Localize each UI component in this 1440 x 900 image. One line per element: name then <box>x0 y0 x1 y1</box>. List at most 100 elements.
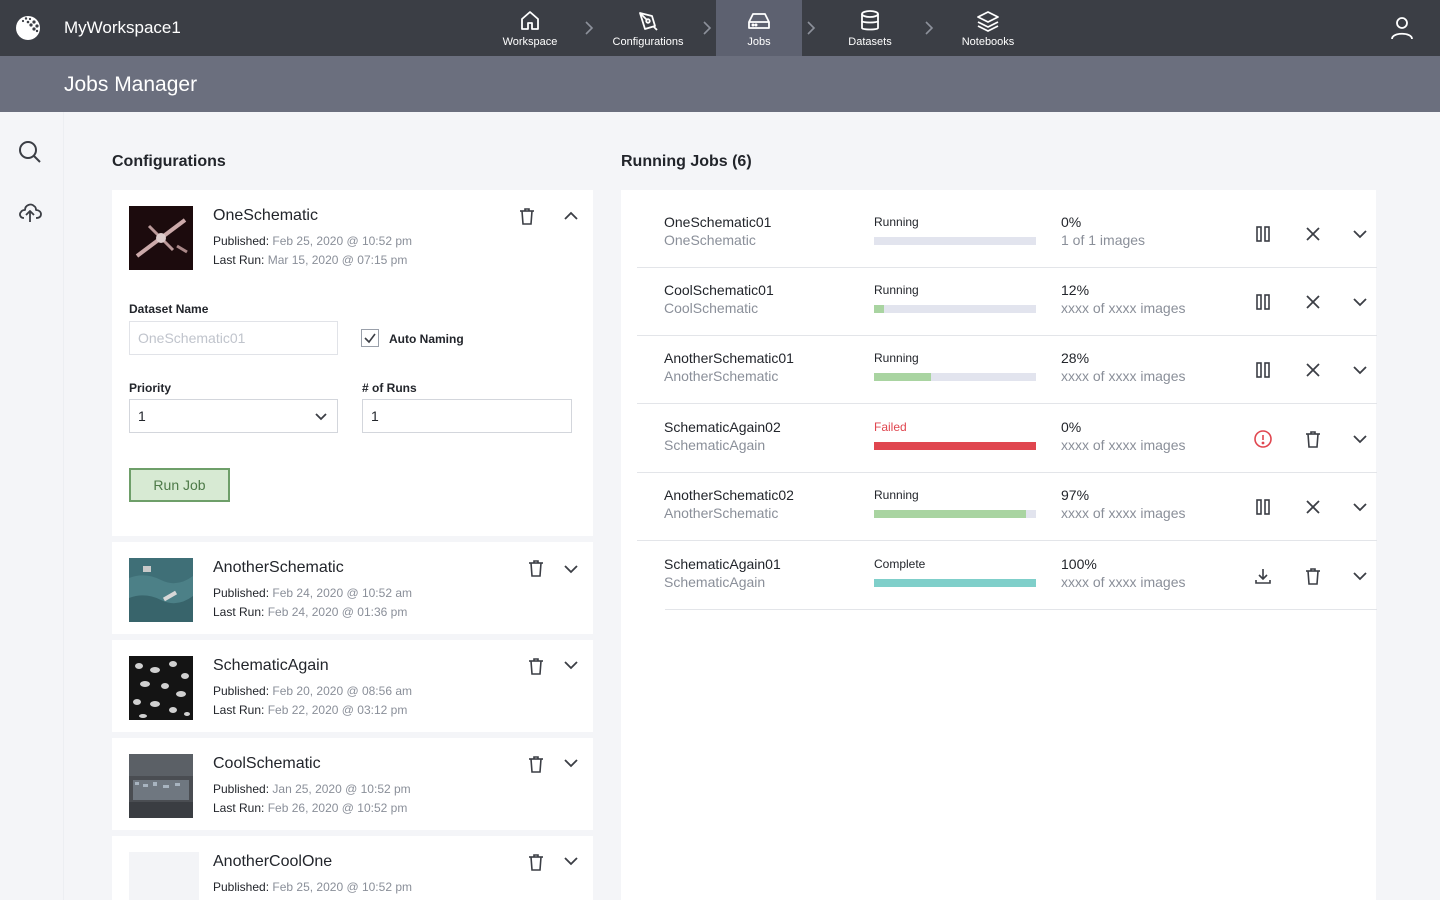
nav-workspace-label: Workspace <box>502 35 558 48</box>
running-jobs-panel: OneSchematic01 OneSchematic Running 0% 1 of … <box>621 190 1377 900</box>
job-row[interactable]: SchematicAgain02 SchematicAgain Failed 0% xx… <box>637 405 1377 473</box>
nav-datasets[interactable]: Datasets <box>820 0 920 56</box>
info-alert-icon[interactable] <box>1253 429 1273 449</box>
nav-jobs[interactable]: Jobs <box>716 0 802 56</box>
layers-icon <box>977 10 999 32</box>
job-progress-fill <box>874 305 884 313</box>
download-icon[interactable] <box>1253 566 1273 586</box>
job-name[interactable]: CoolSchematic01 <box>664 282 774 298</box>
close-icon[interactable] <box>1303 292 1323 312</box>
job-config-name: SchematicAgain <box>664 574 766 590</box>
dataset-name-input[interactable] <box>129 321 338 355</box>
config-name[interactable]: OneSchematic <box>213 207 318 224</box>
trash-icon[interactable] <box>517 206 537 226</box>
config-last-run: Last Run: Mar 15, 2020 @ 07:15 pm <box>213 253 408 267</box>
job-progress-fill <box>874 510 1027 518</box>
run-job-button[interactable]: Run Job <box>129 468 230 502</box>
config-published: Published: Feb 25, 2020 @ 10:52 pm <box>213 234 412 248</box>
config-last-run: Last Run: Feb 26, 2020 @ 10:52 pm <box>213 801 408 815</box>
home-icon <box>521 10 539 30</box>
job-status: Failed <box>874 420 907 434</box>
trash-icon[interactable] <box>526 558 546 578</box>
pause-icon[interactable] <box>1253 224 1273 244</box>
job-row[interactable]: SchematicAgain01 SchematicAgain Complete 10… <box>664 542 1377 610</box>
search-icon[interactable] <box>17 139 43 165</box>
job-config-name: OneSchematic <box>664 232 756 248</box>
config-card-oneschematic: OneSchematic Published: Feb 25, 2020 @ 1… <box>112 190 593 536</box>
close-icon[interactable] <box>1303 360 1323 380</box>
job-progress-fill <box>874 373 931 381</box>
chevron-down-icon <box>315 413 327 421</box>
job-row[interactable]: AnotherSchematic02 AnotherSchematic Runnin… <box>637 473 1377 541</box>
job-config-name: AnotherSchematic <box>664 505 779 521</box>
auto-naming-label: Auto Naming <box>389 332 464 346</box>
nav-notebooks-label: Notebooks <box>961 35 1015 48</box>
workspace-name[interactable]: MyWorkspace1 <box>64 18 181 37</box>
chevron-down-icon[interactable] <box>561 851 581 871</box>
close-icon[interactable] <box>1303 224 1323 244</box>
chevron-right-icon <box>802 0 820 56</box>
job-name[interactable]: AnotherSchematic02 <box>664 487 794 503</box>
job-row[interactable]: OneSchematic01 OneSchematic Running 0% 1 of … <box>637 200 1377 268</box>
job-progress-fill <box>874 579 1036 587</box>
trash-icon[interactable] <box>526 852 546 872</box>
nav-workspace[interactable]: Workspace <box>480 0 580 56</box>
job-config-name: SchematicAgain <box>664 437 766 453</box>
job-name[interactable]: SchematicAgain01 <box>664 556 781 572</box>
job-image-count: xxxx of xxxx images <box>1061 437 1186 453</box>
job-percent: 0% <box>1061 214 1082 230</box>
runs-input[interactable] <box>362 399 572 433</box>
job-status: Complete <box>874 557 926 571</box>
chevron-down-icon[interactable] <box>1350 292 1370 312</box>
chevron-right-icon <box>580 0 598 56</box>
job-row[interactable]: AnotherSchematic01 AnotherSchematic Runnin… <box>637 336 1377 404</box>
nav-configurations-label: Configurations <box>612 35 684 48</box>
job-progress-bar <box>874 305 1036 313</box>
trash-icon[interactable] <box>1303 566 1323 586</box>
config-card-schematicagain: SchematicAgain Published: Feb 20, 2020 @… <box>112 640 593 732</box>
chevron-down-icon[interactable] <box>1350 497 1370 517</box>
job-name[interactable]: SchematicAgain02 <box>664 419 781 435</box>
upload-cloud-icon[interactable] <box>17 199 43 225</box>
left-rail <box>0 112 64 900</box>
close-icon[interactable] <box>1303 497 1323 517</box>
dotted-globe-logo-icon[interactable] <box>14 14 42 42</box>
job-name[interactable]: AnotherSchematic01 <box>664 350 794 366</box>
running-jobs-title: Running Jobs (6) <box>621 153 752 170</box>
config-published: Published: Feb 25, 2020 @ 10:52 pm <box>213 880 412 894</box>
job-percent: 0% <box>1061 419 1082 435</box>
nav-configurations[interactable]: Configurations <box>598 0 698 56</box>
pause-icon[interactable] <box>1253 497 1273 517</box>
job-image-count: xxxx of xxxx images <box>1061 574 1186 590</box>
auto-naming-checkbox[interactable] <box>361 329 379 347</box>
trash-icon[interactable] <box>526 754 546 774</box>
job-percent: 28% <box>1061 350 1090 366</box>
nav-notebooks[interactable]: Notebooks <box>938 0 1038 56</box>
job-progress-bar <box>874 510 1036 518</box>
chevron-down-icon[interactable] <box>1350 360 1370 380</box>
pause-icon[interactable] <box>1253 360 1273 380</box>
config-name[interactable]: AnotherCoolOne <box>213 853 333 870</box>
chevron-up-icon[interactable] <box>561 206 581 226</box>
chevron-right-icon <box>698 0 716 56</box>
job-percent: 97% <box>1061 487 1090 503</box>
pause-icon[interactable] <box>1253 292 1273 312</box>
trash-icon[interactable] <box>1303 429 1323 449</box>
config-name[interactable]: AnotherSchematic <box>213 559 344 576</box>
chevron-down-icon[interactable] <box>561 655 581 675</box>
config-name[interactable]: SchematicAgain <box>213 657 329 674</box>
job-status: Running <box>874 351 919 365</box>
config-name[interactable]: CoolSchematic <box>213 755 321 772</box>
chevron-down-icon[interactable] <box>1350 224 1370 244</box>
config-card-anotherschematic: AnotherSchematic Published: Feb 24, 2020… <box>112 542 593 634</box>
job-image-count: xxxx of xxxx images <box>1061 368 1186 384</box>
chevron-down-icon[interactable] <box>1350 429 1370 449</box>
chevron-down-icon[interactable] <box>561 753 581 773</box>
chevron-down-icon[interactable] <box>561 559 581 579</box>
trash-icon[interactable] <box>526 656 546 676</box>
chevron-down-icon[interactable] <box>1350 566 1370 586</box>
user-icon[interactable] <box>1388 14 1416 42</box>
priority-select[interactable]: 1 <box>129 399 338 433</box>
job-name[interactable]: OneSchematic01 <box>664 214 772 230</box>
job-row[interactable]: CoolSchematic01 CoolSchematic Running 12% xx… <box>637 268 1377 336</box>
